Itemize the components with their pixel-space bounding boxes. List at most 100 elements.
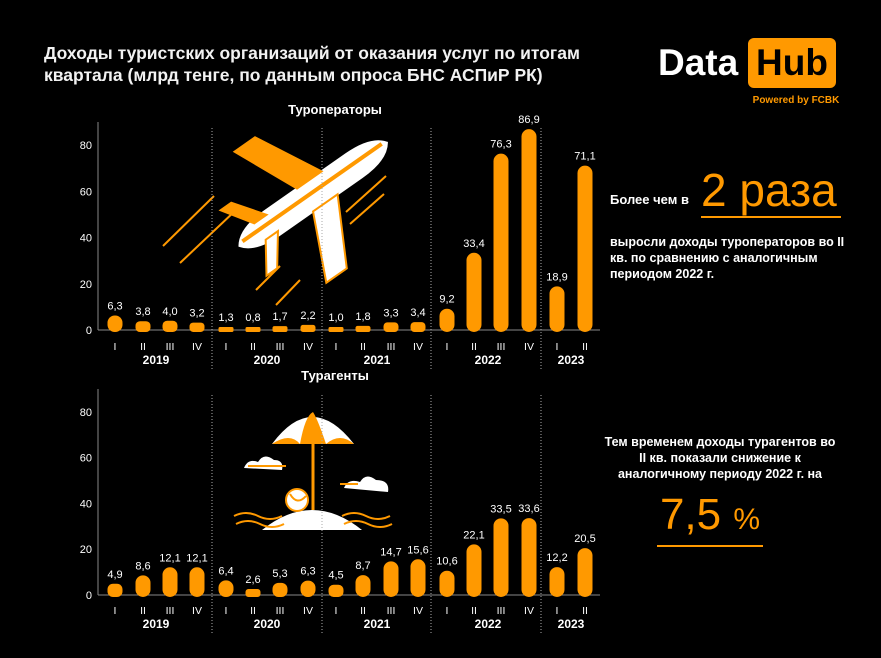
year-label: 2019 [143,617,170,631]
x-tick-label: II [360,605,366,617]
x-tick-label: II [471,605,477,617]
bar [162,320,178,332]
bar [189,322,205,332]
data-label: 20,5 [574,533,595,545]
x-tick-label: III [497,341,506,353]
bar [439,570,455,597]
bar [577,548,593,597]
operators-note-highlight: 2 раза [701,164,841,218]
operators-note-text: выросли доходы туроператоров во II кв. п… [610,235,845,281]
year-label: 2021 [364,353,391,367]
bar [466,544,482,597]
data-label: 9,2 [439,294,454,306]
x-tick-label: III [387,341,396,353]
bar [272,326,288,332]
data-label: 71,1 [574,151,595,163]
year-label: 2020 [254,617,281,631]
data-label: 4,9 [107,569,122,581]
data-label: 1,7 [272,311,287,323]
y-tick-label: 60 [80,186,92,198]
data-label: 14,7 [380,546,401,558]
x-tick-label: III [276,341,285,353]
agents-note-highlight: 7,5 % [657,490,763,547]
agents-chart: Турагенты 0204060804,9I8,6II12,1III12,1I… [80,368,600,635]
operators-chart: Туроператоры 0204060806,3I3,8II4,0III3,2… [80,102,600,370]
y-tick-label: 60 [80,453,92,465]
bar [355,325,371,332]
data-label: 10,6 [436,556,457,568]
data-label: 3,8 [135,306,150,318]
x-tick-label: I [225,605,228,617]
x-tick-label: III [387,605,396,617]
bar [135,575,151,597]
data-label: 6,3 [107,300,122,312]
y-tick-label: 80 [80,140,92,152]
year-label: 2019 [143,353,170,367]
data-label: 15,6 [407,544,428,556]
bar [521,129,537,332]
x-tick-label: II [582,341,588,353]
agents-note-percent: % [733,503,761,536]
x-tick-label: IV [524,341,534,353]
y-tick-label: 20 [80,279,92,291]
operators-note-prefix: Более чем в [610,192,689,207]
y-tick-label: 40 [80,498,92,510]
data-label: 1,3 [218,312,233,324]
year-label: 2023 [558,617,585,631]
x-tick-label: I [114,605,117,617]
bar [410,322,426,332]
bar [383,322,399,332]
data-label: 5,3 [272,568,287,580]
bar [245,589,261,597]
x-tick-label: I [335,341,338,353]
bar [218,326,234,332]
logo-data-text: Data [658,42,739,83]
bar [328,584,344,597]
data-label: 8,7 [355,560,370,572]
airplane-icon [162,136,388,306]
logo-hub-text: Hub [748,38,836,88]
data-label: 0,8 [245,312,260,324]
data-label: 86,9 [518,114,539,126]
x-tick-label: III [276,605,285,617]
x-tick-label: IV [413,605,423,617]
bar [549,286,565,332]
chart-title: Туроператоры [288,102,382,117]
y-tick-label: 0 [86,590,92,602]
bar [410,559,426,597]
year-label: 2023 [558,353,585,367]
bar [466,252,482,332]
data-label: 6,3 [300,566,315,578]
data-label: 3,3 [383,307,398,319]
x-tick-label: II [471,341,477,353]
x-tick-label: II [582,605,588,617]
x-tick-label: III [166,605,175,617]
data-label: 8,6 [135,560,150,572]
bar [107,583,123,597]
x-tick-label: IV [303,605,313,617]
x-tick-label: I [556,341,559,353]
data-label: 4,5 [328,570,343,582]
year-label: 2021 [364,617,391,631]
y-tick-label: 0 [86,325,92,337]
bar [300,580,316,597]
x-tick-label: IV [192,605,202,617]
bar [162,567,178,597]
year-label: 2022 [475,617,502,631]
y-tick-label: 20 [80,544,92,556]
x-tick-label: IV [192,341,202,353]
data-label: 3,2 [189,308,204,320]
data-label: 12,1 [159,552,180,564]
x-tick-label: I [446,341,449,353]
bar [245,327,261,332]
x-tick-label: IV [303,341,313,353]
bar [549,567,565,597]
data-label: 33,5 [490,503,511,515]
bar [493,518,509,597]
x-tick-label: I [446,605,449,617]
bar [328,327,344,332]
beach-umbrella-icon [233,412,393,530]
page-title: Доходы туристских организаций от оказани… [44,43,580,85]
bar [300,324,316,332]
